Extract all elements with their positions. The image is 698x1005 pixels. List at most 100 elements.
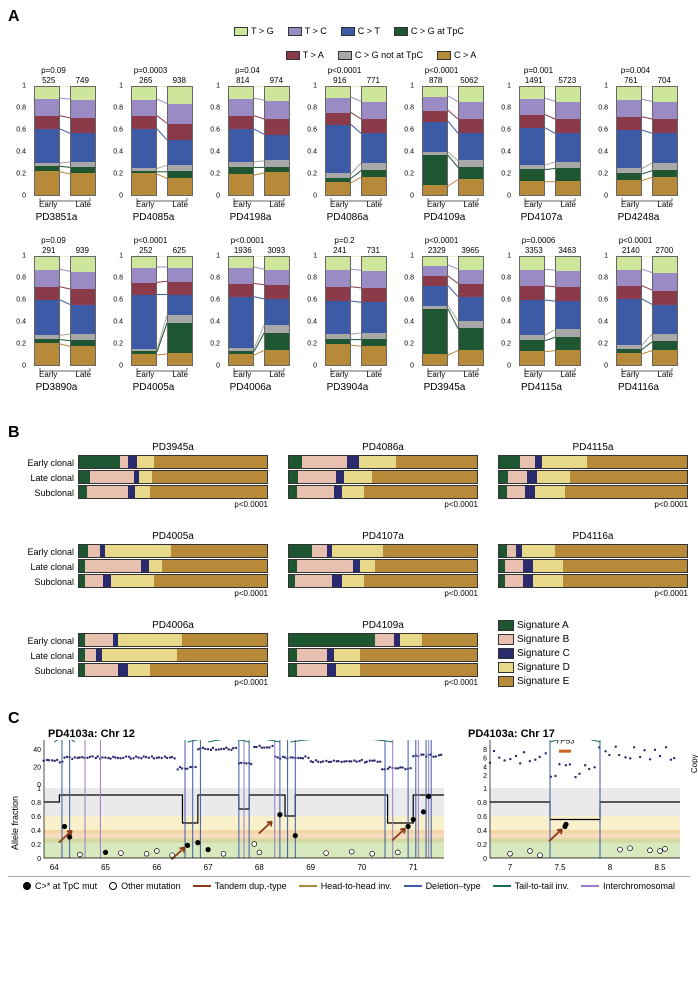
p-value-text: p<0.0001	[288, 678, 478, 687]
signature-segment	[533, 575, 563, 587]
signature-segment	[499, 545, 507, 557]
y-axis: 00.20.40.60.81	[396, 81, 416, 201]
signature-bar	[288, 574, 478, 588]
signature-segment	[177, 649, 267, 661]
sample-id-label: PD3851a	[8, 212, 105, 223]
svg-text:0: 0	[37, 782, 41, 789]
signature-segment	[302, 456, 347, 468]
panel-c-svg: 646566676869707100.20.40.60.8102040Allel…	[8, 740, 448, 870]
stack-pair	[127, 86, 197, 196]
panel-b-sample-label: PD4115a	[498, 442, 688, 453]
signature-segment	[537, 471, 571, 483]
signature-bar	[78, 455, 268, 469]
signature-bar	[78, 633, 268, 647]
x-axis-labels: EarlyLate	[321, 200, 391, 209]
count-labels: 525749	[32, 76, 99, 85]
panel-b-chart: Early clonalLate clonalSubclonalPD4005ap…	[78, 531, 268, 598]
panel-a-chart: p<0.00012329396500.20.40.60.81EarlyLateP…	[396, 236, 493, 406]
signature-segment	[289, 471, 298, 483]
signature-segment	[360, 664, 477, 676]
panel-b-sample-label: PD4086a	[288, 442, 478, 453]
stack-pair	[321, 256, 391, 366]
legend-item: Interchromosomal	[581, 881, 675, 891]
count-labels: 291939	[32, 246, 99, 255]
x-axis-labels: EarlyLate	[418, 370, 488, 379]
svg-text:6: 6	[483, 756, 487, 763]
signature-legend: Signature ASignature BSignature CSignatu…	[498, 620, 688, 690]
stack-pair	[418, 86, 488, 196]
p-value-text: p<0.0001	[498, 500, 688, 509]
legend-item: C > G not at TpC	[338, 50, 423, 60]
svg-text:8.5: 8.5	[654, 863, 666, 870]
signature-segment	[507, 545, 516, 557]
x-axis-labels: EarlyLate	[612, 200, 682, 209]
signature-segment	[507, 486, 526, 498]
signature-bar	[288, 455, 478, 469]
signature-bar	[78, 485, 268, 499]
sample-id-label: PD4198a	[202, 212, 299, 223]
panel-c: C PD4103a: Chr 12 PD4103a: Chr 17 646566…	[8, 710, 690, 891]
y-axis: 00.20.40.60.81	[8, 81, 28, 201]
signature-segment	[332, 575, 341, 587]
y-axis: 00.20.40.60.81	[202, 251, 222, 371]
legend-item: Signature C	[498, 648, 688, 659]
panel-a-chart: p=0.00476170400.20.40.60.81EarlyLatePD42…	[590, 66, 687, 236]
svg-text:4: 4	[483, 764, 487, 771]
signature-segment	[587, 456, 687, 468]
signature-bar	[78, 574, 268, 588]
connector-lines	[127, 256, 197, 366]
sample-id-label: PD3945a	[396, 382, 493, 393]
panel-c-titles: PD4103a: Chr 12 PD4103a: Chr 17	[8, 728, 690, 740]
svg-text:7.5: 7.5	[554, 863, 566, 870]
signature-segment	[334, 649, 360, 661]
sample-id-label: PD4006a	[202, 382, 299, 393]
p-value-text: p<0.0001	[396, 66, 487, 75]
svg-text:8: 8	[483, 747, 487, 754]
sample-id-label: PD4086a	[299, 212, 396, 223]
count-labels: 252625	[129, 246, 196, 255]
panel-a-chart: p<0.00011936309300.20.40.60.81EarlyLateP…	[202, 236, 299, 406]
stack-pair	[321, 86, 391, 196]
signature-segment	[505, 560, 524, 572]
signature-segment	[334, 486, 342, 498]
sample-id-label: PD4005a	[105, 382, 202, 393]
signature-segment	[88, 545, 99, 557]
signature-segment	[347, 456, 358, 468]
panel-a-grid: p=0.0952574900.20.40.60.81EarlyLatePD385…	[8, 66, 690, 406]
x-axis-labels: EarlyLate	[515, 370, 585, 379]
signature-segment	[120, 456, 128, 468]
count-labels: 916771	[323, 76, 390, 85]
connector-lines	[321, 86, 391, 196]
count-labels: 14915723	[517, 76, 584, 85]
signature-segment	[396, 456, 477, 468]
signature-segment	[499, 456, 520, 468]
svg-text:0.6: 0.6	[31, 814, 41, 821]
panel-b: B Early clonalLate clonalSubclonalPD3945…	[8, 424, 690, 690]
copy-number-axis-label: Copy number	[690, 746, 698, 773]
signature-segment	[555, 545, 687, 557]
signature-segment	[289, 560, 297, 572]
panel-a: A T > GT > CC > TC > G at TpCT > AC > G …	[8, 8, 690, 406]
count-labels: 8785062	[420, 76, 487, 85]
signature-segment	[297, 486, 335, 498]
svg-text:8: 8	[608, 863, 613, 870]
legend-item: Signature E	[498, 676, 688, 687]
signature-segment	[289, 456, 302, 468]
signature-segment	[344, 471, 372, 483]
connector-lines	[515, 256, 585, 366]
y-axis: 00.20.40.60.81	[493, 81, 513, 201]
legend-item: Tail-to-tail inv.	[493, 881, 569, 891]
signature-segment	[372, 471, 477, 483]
signature-segment	[508, 471, 527, 483]
signature-segment	[422, 634, 477, 646]
signature-segment	[137, 456, 154, 468]
signature-segment	[90, 471, 133, 483]
p-value-text: p=0.2	[299, 236, 390, 245]
svg-text:Allele fraction: Allele fraction	[10, 796, 20, 850]
panel-a-chart: p=0.0929193900.20.40.60.81EarlyLatePD389…	[8, 236, 105, 406]
signature-segment	[149, 560, 162, 572]
panel-b-chart: Early clonalLate clonalSubclonalPD4006ap…	[78, 620, 268, 690]
panel-b-row-labels: Early clonalLate clonalSubclonal	[8, 545, 74, 590]
signature-segment	[360, 649, 477, 661]
signature-segment	[79, 456, 120, 468]
